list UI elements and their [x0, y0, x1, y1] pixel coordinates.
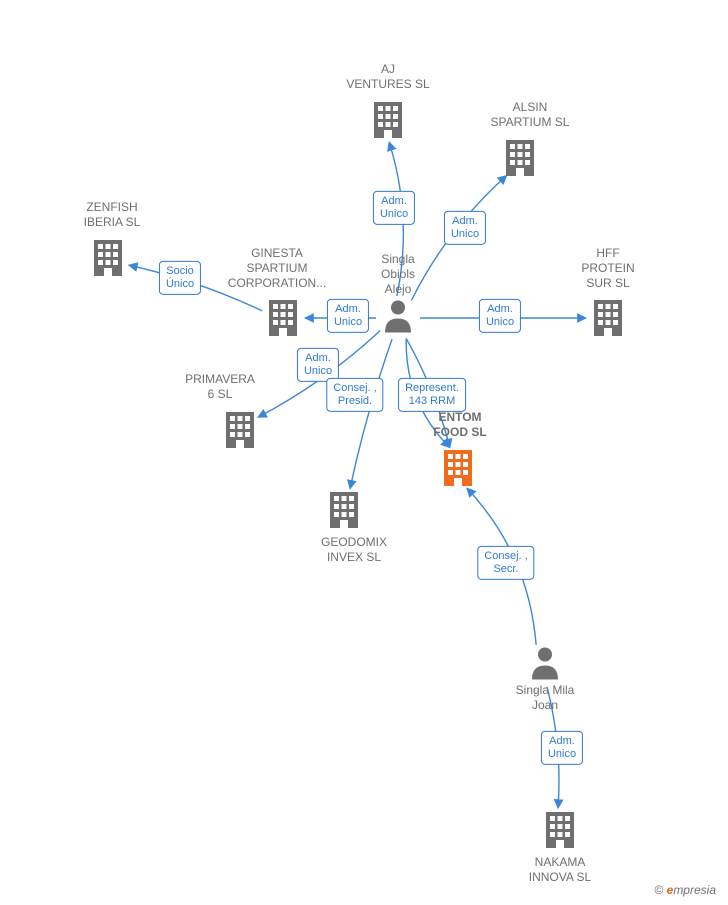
- node-label[interactable]: ENTOM FOOD SL: [433, 410, 486, 440]
- edge-label: Adm. Unico: [479, 299, 521, 333]
- node-label[interactable]: GINESTA SPARTIUM CORPORATION...: [228, 246, 326, 291]
- building-icon[interactable]: [265, 298, 301, 338]
- edge-label: Represent. 143 RRM: [398, 378, 466, 412]
- building-icon[interactable]: [590, 298, 626, 338]
- building-icon[interactable]: [90, 238, 126, 278]
- edge-label: Socio Único: [159, 261, 201, 295]
- node-label[interactable]: Singla Mila Joan: [516, 683, 575, 713]
- building-icon[interactable]: [502, 138, 538, 178]
- node-label[interactable]: ZENFISH IBERIA SL: [84, 200, 141, 230]
- edge-label: Consej. , Secr.: [477, 546, 534, 580]
- edge: [350, 339, 392, 489]
- building-icon[interactable]: [326, 490, 362, 530]
- person-icon[interactable]: [530, 646, 560, 685]
- building-icon[interactable]: [542, 810, 578, 850]
- brand-rest: mpresia: [673, 883, 716, 897]
- edge-label: Consej. , Presid.: [326, 378, 383, 412]
- edge-label: Adm. Unico: [444, 211, 486, 245]
- node-label[interactable]: AJ VENTURES SL: [346, 62, 429, 92]
- node-label[interactable]: HFF PROTEIN SUR SL: [581, 246, 634, 291]
- building-icon[interactable]: [222, 410, 258, 450]
- copyright-symbol: ©: [654, 883, 663, 897]
- building-icon[interactable]: [370, 100, 406, 140]
- edge-label: Adm. Unico: [541, 731, 583, 765]
- footer-attribution: © empresia: [654, 883, 716, 897]
- node-label[interactable]: ALSIN SPARTIUM SL: [491, 100, 570, 130]
- edge-label: Adm. Unico: [327, 299, 369, 333]
- building-icon[interactable]: [440, 448, 476, 488]
- person-icon[interactable]: [383, 299, 413, 338]
- node-label[interactable]: NAKAMA INNOVA SL: [529, 855, 591, 885]
- node-label[interactable]: GEODOMIX INVEX SL: [321, 535, 387, 565]
- node-label[interactable]: PRIMAVERA 6 SL: [185, 372, 255, 402]
- node-label[interactable]: Singla Obiols Alejo: [381, 252, 415, 297]
- edges-layer: [0, 0, 728, 905]
- edge-label: Adm. Unico: [373, 191, 415, 225]
